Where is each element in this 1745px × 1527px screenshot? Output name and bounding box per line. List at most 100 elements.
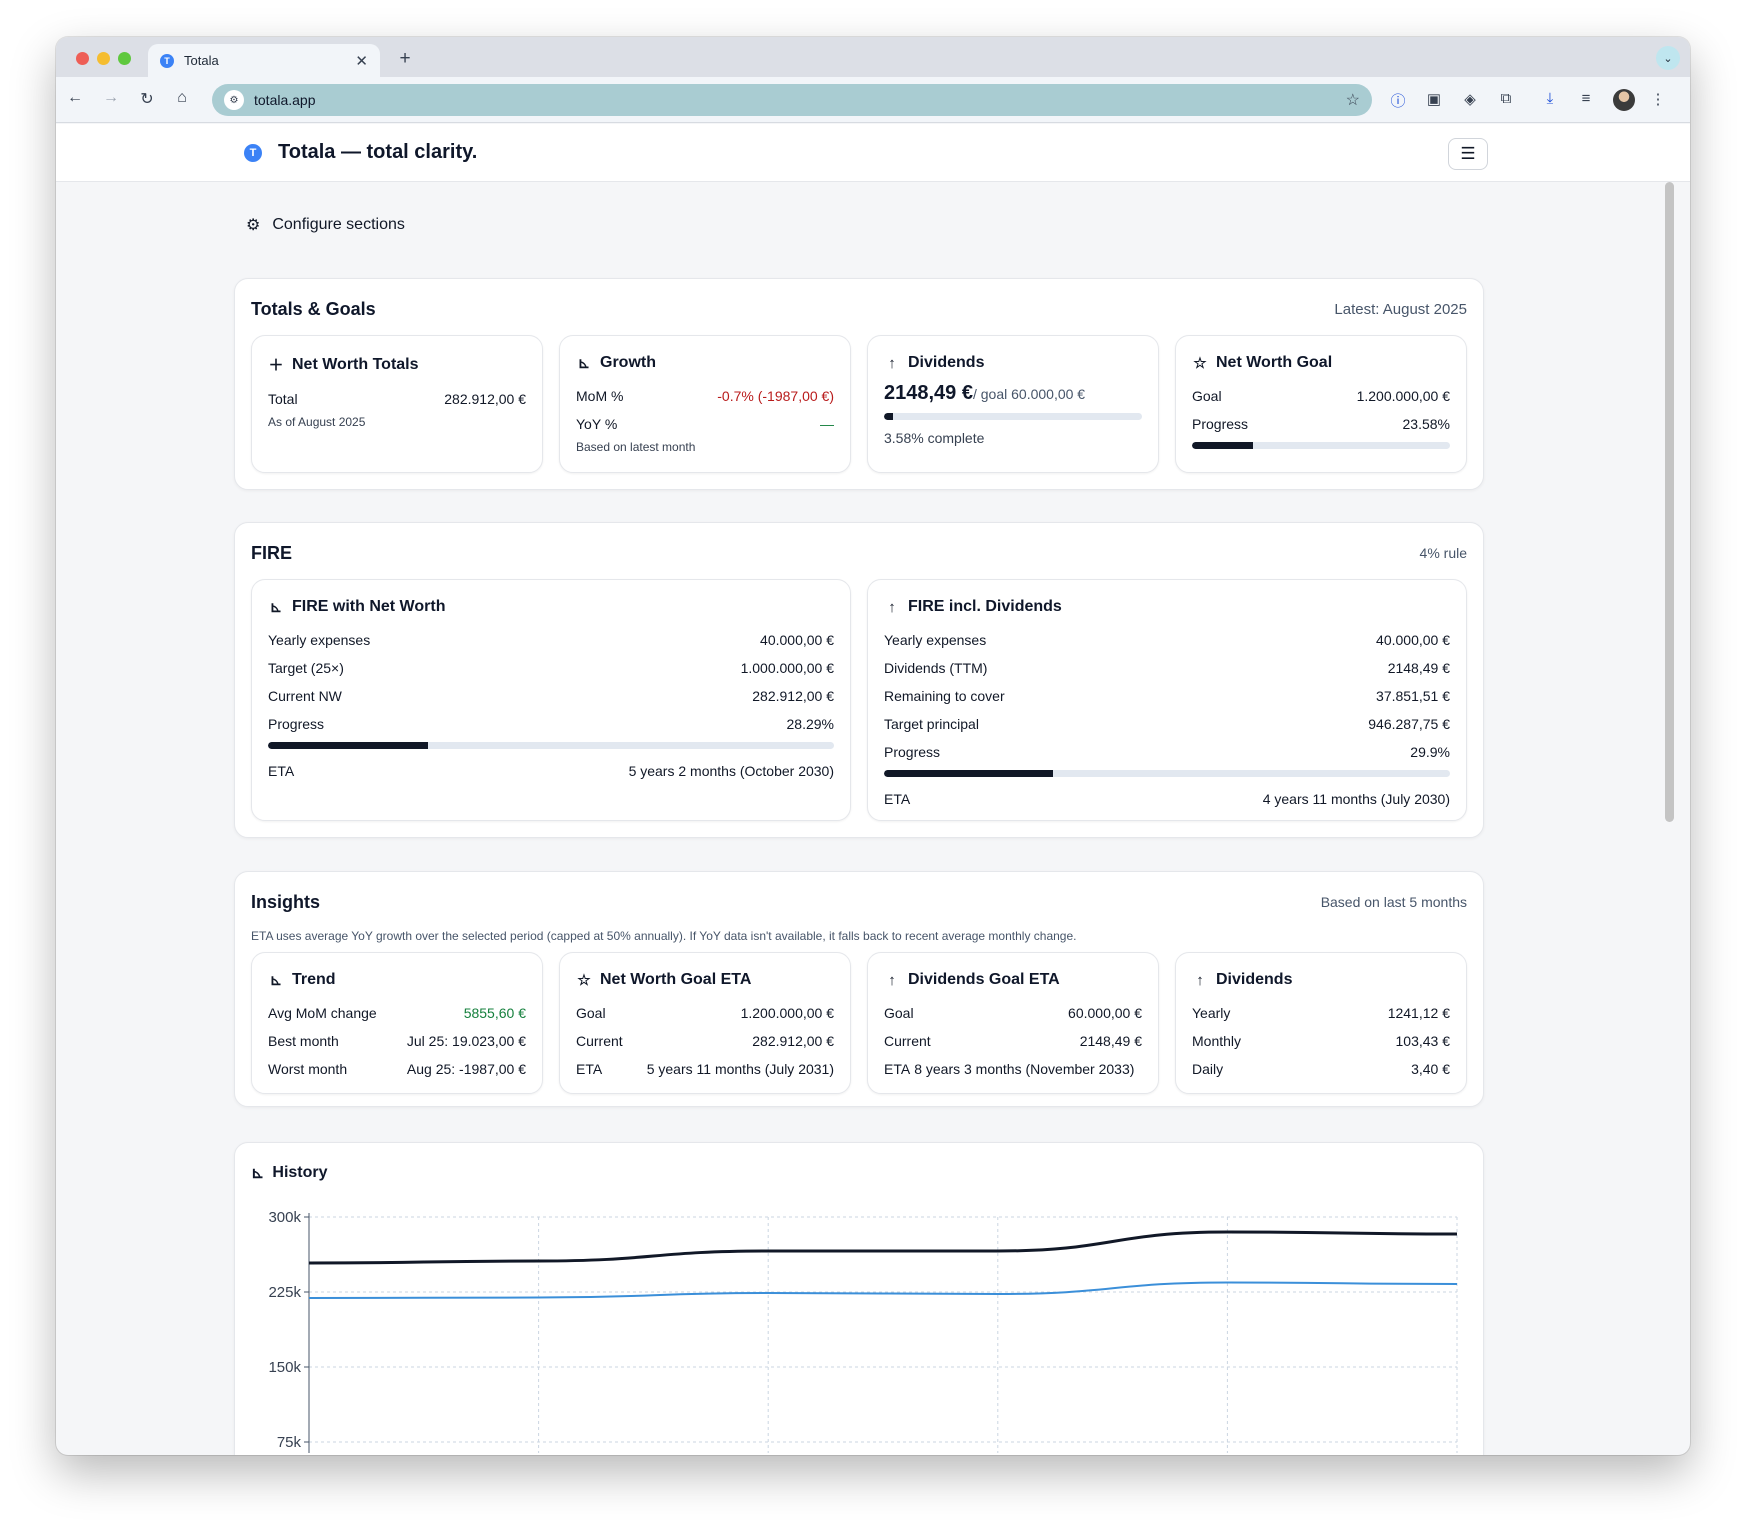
series-line-1[interactable]: [308, 1281, 1458, 1299]
row-label: Progress: [884, 744, 941, 760]
totals-goals-section: Totals & Goals Latest: August 2025 ＋ Net …: [234, 278, 1484, 490]
address-bar[interactable]: ⚙ totala.app ☆: [212, 84, 1372, 116]
close-tab-icon[interactable]: ✕: [355, 52, 368, 70]
trend-card: ⊾ Trend Avg MoM change 5855,60 € Best month…: [251, 952, 543, 1094]
goal-progress-bar: [1192, 442, 1450, 449]
browser-menu-icon[interactable]: ⋮: [1650, 91, 1666, 108]
row-label: Remaining to cover: [884, 688, 1005, 704]
row-label: Monthly: [1192, 1033, 1242, 1049]
password-manager-icon[interactable]: ⓘ: [1390, 93, 1406, 110]
y-tick-label: 150k: [268, 1359, 301, 1376]
download-icon[interactable]: ⤓: [1546, 90, 1554, 107]
browser-toolbar: ← → ↻ ⌂ ⚙ totala.app ☆ ⓘ ▣ ◈ ⧉ ⤓ ≡ ⋮: [56, 77, 1690, 123]
new-tab-button[interactable]: +: [399, 48, 411, 69]
fire-nw-progress-bar: [268, 742, 834, 749]
browser-window: T Totala ✕ + ⌄ ← → ↻ ⌂ ⚙ totala.app ☆ ⓘ …: [56, 37, 1690, 1455]
data-row: Yearly expenses 40.000,00 €: [268, 626, 834, 654]
hamburger-menu-button[interactable]: ☰: [1448, 138, 1488, 170]
dividends-value: 2148,49 €: [884, 382, 973, 404]
card-title: Dividends: [908, 354, 985, 371]
progress-fill: [1192, 442, 1253, 449]
insights-note: ETA uses average YoY growth over the sel…: [251, 929, 1077, 943]
fire-nw-rows: Yearly expenses 40.000,00 € Target (25×) 1.…: [268, 626, 834, 738]
data-row: ETA 5 years 11 months (July 2031): [576, 1055, 834, 1083]
browser-tab[interactable]: T Totala ✕: [148, 44, 380, 77]
app-title[interactable]: Totala — total clarity.: [278, 141, 478, 163]
configure-sections-label: Configure sections: [272, 216, 405, 233]
row-label: Target (25×): [268, 660, 344, 676]
dividend-rows: Yearly 1241,12 € Monthly 103,43 € Daily 3,40 …: [1192, 999, 1450, 1083]
net-worth-totals-card: ＋ Net Worth Totals Total 282.912,00 € As o…: [251, 335, 543, 473]
data-row: Monthly 103,43 €: [1192, 1027, 1450, 1055]
fire-dividends-card: ↑ FIRE incl. Dividends Yearly expenses 40.…: [867, 579, 1467, 821]
net-worth-goal-eta-card: ☆ Net Worth Goal ETA Goal 1.200.000,00 € Cu…: [559, 952, 851, 1094]
fire-rule: 4% rule: [1419, 545, 1467, 561]
dividends-card: ↑ Dividends 2148,49 €/ goal 60.000,00 € 3…: [867, 335, 1159, 473]
translate-extension-icon[interactable]: ◈: [1464, 91, 1476, 108]
goal-label: Goal: [1192, 388, 1222, 404]
row-label: ETA: [576, 1061, 603, 1077]
data-row: Goal 1.200.000,00 €: [576, 999, 834, 1027]
home-icon[interactable]: ⌂: [177, 89, 187, 106]
close-window-button[interactable]: [76, 52, 89, 65]
minimize-window-button[interactable]: [97, 52, 110, 65]
row-label: Dividends (TTM): [884, 660, 988, 676]
reading-list-icon[interactable]: ≡: [1581, 90, 1591, 107]
history-section: ⊾ History 300k 225k 150k 75k: [234, 1142, 1484, 1455]
address-url[interactable]: totala.app: [254, 92, 316, 108]
row-value: 946.287,75 €: [1368, 716, 1450, 732]
profile-avatar[interactable]: [1613, 89, 1635, 111]
progress-label: Progress: [1192, 416, 1249, 432]
plus-icon: ＋: [268, 357, 284, 374]
extensions-puzzle-icon[interactable]: ⧉: [1500, 90, 1512, 107]
row-value: 282.912,00 €: [752, 688, 834, 704]
page-scrollbar[interactable]: [1665, 182, 1674, 822]
row-value: 282.912,00 €: [752, 1033, 834, 1049]
tab-strip: T Totala ✕ + ⌄: [56, 37, 1690, 77]
back-icon[interactable]: ←: [67, 89, 83, 106]
extension-icon[interactable]: ▣: [1426, 91, 1442, 108]
row-label: Yearly: [1192, 1005, 1231, 1021]
data-row: Progress 28.29%: [268, 710, 834, 738]
maximize-window-button[interactable]: [118, 52, 131, 65]
dividends-complete: 3.58% complete: [884, 430, 985, 446]
data-row: Target principal 946.287,75 €: [884, 710, 1450, 738]
row-value: 60.000,00 €: [1068, 1005, 1142, 1021]
app-header: T Totala — total clarity. ☰: [56, 124, 1690, 182]
total-value: 282.912,00 €: [444, 391, 526, 407]
bookmark-star-icon[interactable]: ☆: [1345, 92, 1360, 109]
data-row: Worst month Aug 25: -1987,00 €: [268, 1055, 526, 1083]
data-row: Yearly 1241,12 €: [1192, 999, 1450, 1027]
forward-icon[interactable]: →: [103, 89, 119, 106]
eta-value: 5 years 2 months (October 2030): [628, 763, 834, 779]
history-title: ⊾ History: [251, 1163, 328, 1183]
history-chart[interactable]: 300k 225k 150k 75k: [235, 1193, 1485, 1453]
dividends-insight-card: ↑ Dividends Yearly 1241,12 € Monthly 103,43 …: [1175, 952, 1467, 1094]
data-row: Current 282.912,00 €: [576, 1027, 834, 1055]
star-icon: ☆: [577, 972, 591, 989]
tab-search-button[interactable]: ⌄: [1656, 46, 1680, 70]
eta-label: ETA: [268, 763, 295, 779]
arrow-up-icon: ↑: [888, 971, 896, 989]
configure-sections-button[interactable]: ⚙ Configure sections: [246, 215, 405, 235]
data-row: Daily 3,40 €: [1192, 1055, 1450, 1083]
reload-icon[interactable]: ↻: [140, 91, 154, 108]
window-controls: [76, 52, 131, 65]
data-row: Progress 29.9%: [884, 738, 1450, 766]
progress-value: 23.58%: [1402, 416, 1450, 432]
trend-rows: Avg MoM change 5855,60 € Best month Jul 25:…: [268, 999, 526, 1083]
y-tick-label: 75k: [277, 1434, 302, 1451]
latest-label: Latest: August 2025: [1334, 301, 1467, 318]
row-label: Goal: [884, 1005, 914, 1021]
series-line-0[interactable]: [308, 1230, 1458, 1265]
row-label: Target principal: [884, 716, 979, 732]
row-value: 29.9%: [1410, 744, 1450, 760]
site-info-icon[interactable]: ⚙: [224, 90, 244, 110]
dividends-progress-bar: [884, 413, 1142, 420]
data-row: Current 2148,49 €: [884, 1027, 1142, 1055]
row-label: Yearly expenses: [884, 632, 987, 648]
data-row: Current NW 282.912,00 €: [268, 682, 834, 710]
section-title: FIRE: [251, 543, 293, 563]
row-label: Yearly expenses: [268, 632, 371, 648]
row-value: 1241,12 €: [1387, 1005, 1450, 1021]
